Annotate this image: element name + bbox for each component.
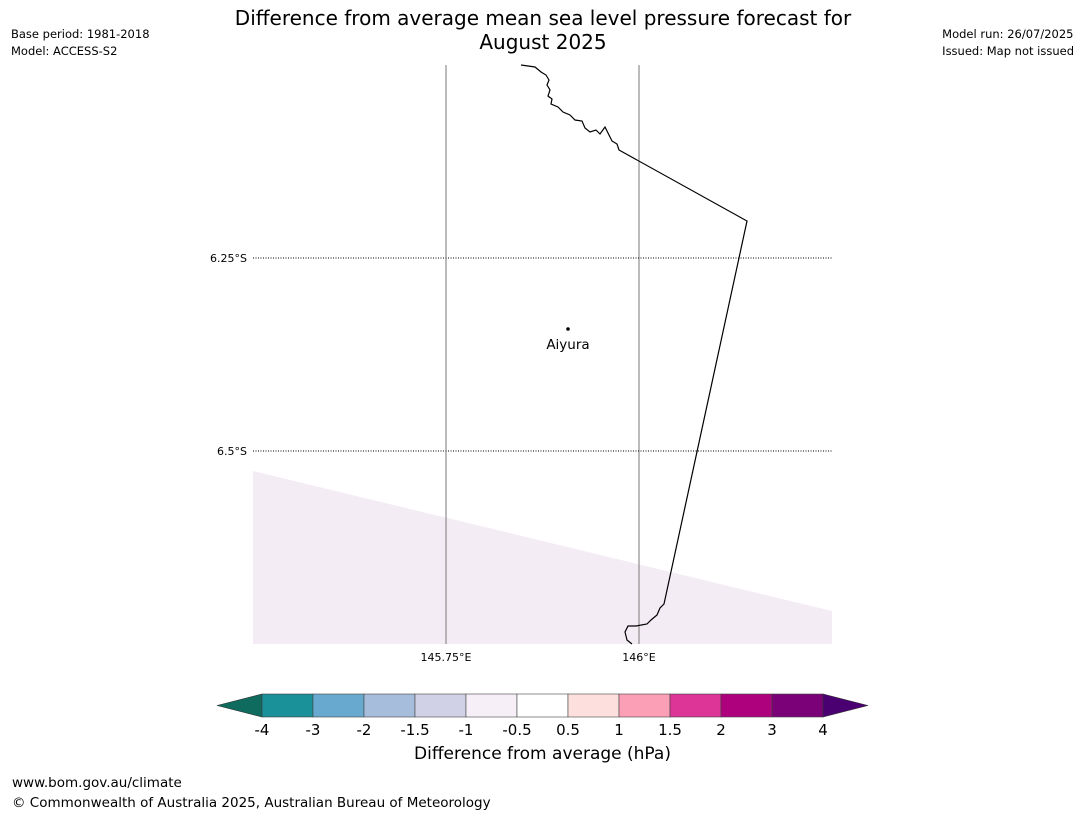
colorbar-tick-label: -2 — [357, 721, 372, 739]
footer-url: www.bom.gov.au/climate — [12, 775, 182, 791]
aiyura-marker — [566, 327, 570, 331]
colorbar-tick-label: 1 — [614, 721, 624, 739]
colorbar-tick-label: 1.5 — [658, 721, 682, 739]
issued-text: Issued: Map not issued — [942, 44, 1074, 58]
colorbar-segment — [618, 693, 671, 718]
base-period-text: Base period: 1981-2018 — [11, 27, 150, 41]
lat-label-6-25: 6.25°S — [210, 252, 247, 265]
colorbar-segment — [720, 693, 773, 718]
colorbar-segment — [771, 693, 824, 718]
colorbar-tick-label: 2 — [716, 721, 726, 739]
colorbar-extend-low — [216, 693, 263, 718]
lon-label-145-75: 145.75°E — [421, 651, 472, 664]
colorbar-tick-label: -1 — [459, 721, 474, 739]
anomaly-shading — [253, 471, 832, 644]
lat-label-6-5: 6.5°S — [217, 445, 247, 458]
model-run-text: Model run: 26/07/2025 — [942, 27, 1074, 41]
colorbar: -4 -3 -2 -1.5 -1 -0.5 0.5 1 1.5 2 3 4 — [216, 693, 869, 739]
colorbar-segment — [516, 693, 569, 718]
colorbar-segment — [669, 693, 722, 718]
model-text: Model: ACCESS-S2 — [11, 44, 118, 58]
colorbar-tick-label: 4 — [818, 721, 828, 739]
aiyura-label: Aiyura — [546, 337, 589, 353]
colorbar-segment — [363, 693, 416, 718]
title-line-2: August 2025 — [479, 30, 607, 54]
colorbar-segment — [312, 693, 365, 718]
colorbar-tick-label: -3 — [306, 721, 321, 739]
lon-label-146: 146°E — [622, 651, 655, 664]
colorbar-segment — [261, 693, 314, 718]
colorbar-tick-label: -0.5 — [502, 721, 531, 739]
coastline-boundary — [520, 64, 748, 645]
colorbar-tick-label: -4 — [255, 721, 270, 739]
title-line-1: Difference from average mean sea level p… — [234, 6, 852, 30]
header-right: Model run: 26/07/2025 Issued: Map not is… — [942, 26, 1074, 60]
colorbar-tick-label: -1.5 — [400, 721, 429, 739]
colorbar-label: Difference from average (hPa) — [414, 744, 671, 764]
colorbar-tick-label: 3 — [767, 721, 777, 739]
header-left: Base period: 1981-2018 Model: ACCESS-S2 — [11, 26, 150, 60]
footer-copyright: © Commonwealth of Australia 2025, Austra… — [12, 795, 491, 811]
colorbar-extend-high — [822, 693, 869, 718]
map-title: Difference from average mean sea level p… — [193, 6, 893, 54]
colorbar-tick-label: 0.5 — [556, 721, 580, 739]
colorbar-segment — [465, 693, 518, 718]
colorbar-segment — [414, 693, 467, 718]
colorbar-segment — [567, 693, 620, 718]
